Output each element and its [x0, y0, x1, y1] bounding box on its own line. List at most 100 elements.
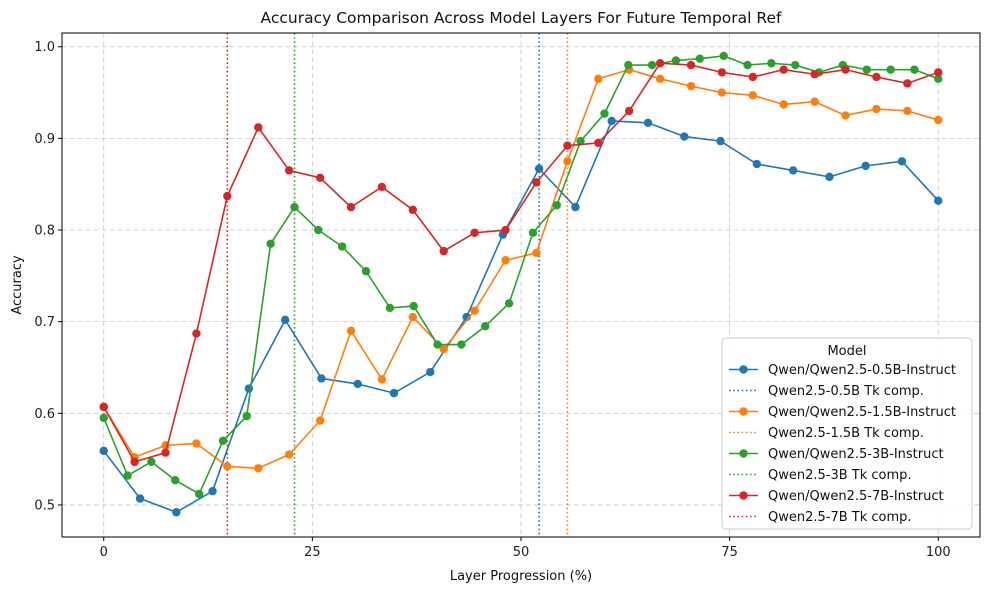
data-point — [903, 106, 912, 116]
legend-entry: Qwen/Qwen2.5-7B-Instruct — [729, 489, 944, 504]
series-line — [103, 120, 939, 514]
x-tick-label: 0 — [100, 545, 108, 560]
data-point — [576, 136, 585, 146]
x-axis-ticks: 0 25 50 75 100 — [100, 537, 951, 560]
data-point — [504, 299, 514, 308]
data-point — [534, 164, 544, 173]
legend-title: Model — [827, 344, 866, 359]
data-point — [934, 115, 943, 125]
data-point — [810, 97, 819, 106]
legend-label: Qwen2.5-1.5B Tk comp. — [768, 426, 924, 441]
data-point — [208, 486, 217, 496]
legend-items: Qwen/Qwen2.5-0.5B-Instruct Qwen2.5-0.5B T… — [729, 363, 956, 525]
data-point — [647, 60, 657, 70]
data-point — [377, 182, 387, 192]
data-point — [655, 74, 665, 84]
x-tick-label: 50 — [513, 545, 530, 560]
legend-label: Qwen/Qwen2.5-7B-Instruct — [768, 489, 944, 504]
data-point — [192, 329, 201, 338]
data-point — [409, 301, 418, 311]
legend-label: Qwen/Qwen2.5-1.5B-Instruct — [768, 405, 956, 420]
data-point — [290, 202, 299, 212]
legend-entry: Qwen2.5-0.5B Tk comp. — [729, 384, 924, 399]
series — [99, 51, 943, 499]
legend-label: Qwen2.5-7B Tk comp. — [768, 510, 912, 525]
data-point — [439, 246, 448, 256]
data-point — [99, 402, 108, 412]
data-point — [123, 471, 132, 480]
data-point — [135, 494, 145, 503]
legend-entry: Qwen2.5-7B Tk comp. — [729, 510, 912, 525]
data-point — [671, 56, 681, 65]
data-point — [501, 256, 510, 265]
data-point — [346, 326, 356, 336]
data-point — [594, 74, 603, 84]
data-point — [337, 242, 347, 251]
series-line — [103, 68, 939, 470]
data-point — [607, 116, 616, 126]
y-tick-label: 0.8 — [34, 224, 55, 239]
data-point — [439, 344, 448, 354]
y-tick-label: 0.6 — [34, 407, 55, 422]
data-point — [571, 202, 580, 212]
legend-entry: Qwen2.5-1.5B Tk comp. — [729, 426, 924, 441]
data-point — [594, 138, 603, 148]
data-point — [242, 411, 251, 421]
data-point — [825, 172, 834, 182]
data-point — [532, 248, 541, 258]
data-point — [470, 306, 479, 315]
data-point — [315, 416, 325, 425]
data-point — [408, 312, 418, 322]
data-point — [695, 54, 705, 63]
chart-title: Accuracy Comparison Across Model Layers … — [261, 9, 782, 27]
legend-label: Qwen/Qwen2.5-0.5B-Instruct — [768, 363, 956, 378]
data-point — [315, 173, 325, 182]
data-point — [861, 161, 870, 171]
legend-entry: Qwen/Qwen2.5-0.5B-Instruct — [729, 363, 956, 378]
data-point — [361, 267, 371, 276]
legend-entry: Qwen2.5-3B Tk comp. — [729, 468, 912, 483]
data-point — [528, 228, 538, 237]
data-point — [314, 225, 323, 235]
legend-entry: Qwen/Qwen2.5-3B-Instruct — [729, 447, 944, 462]
data-point — [743, 60, 752, 70]
data-point — [600, 109, 609, 118]
data-point — [171, 475, 180, 485]
y-axis-label: Accuracy — [10, 255, 25, 315]
data-point — [470, 228, 479, 237]
data-point — [686, 60, 696, 70]
data-point — [872, 104, 881, 114]
data-point — [719, 51, 728, 61]
data-point — [99, 446, 108, 456]
data-point — [716, 136, 725, 146]
data-point — [254, 464, 263, 473]
legend-marker — [739, 365, 748, 374]
y-tick-label: 0.7 — [34, 315, 55, 330]
data-point — [317, 374, 326, 383]
data-point — [161, 448, 170, 457]
data-point — [563, 157, 572, 166]
data-point — [408, 205, 418, 215]
data-point — [903, 79, 912, 88]
data-point — [910, 65, 919, 74]
data-point — [643, 118, 653, 128]
data-point — [686, 81, 696, 91]
legend-label: Qwen/Qwen2.5-3B-Instruct — [768, 447, 944, 462]
data-point — [254, 123, 263, 132]
legend-marker — [739, 491, 748, 500]
data-point — [680, 132, 689, 141]
series — [99, 116, 943, 517]
x-axis-label: Layer Progression (%) — [450, 569, 592, 584]
data-point — [194, 489, 204, 499]
data-point — [346, 202, 356, 212]
y-tick-label: 0.9 — [34, 132, 55, 147]
y-tick-label: 1.0 — [34, 40, 55, 55]
data-point — [563, 141, 572, 150]
data-point — [841, 111, 850, 120]
x-tick-label: 100 — [926, 545, 951, 560]
data-point — [377, 375, 387, 384]
y-axis-ticks: 0.5 0.6 0.7 0.8 0.9 1.0 — [34, 40, 62, 513]
data-point — [480, 322, 490, 331]
data-point — [501, 225, 510, 235]
